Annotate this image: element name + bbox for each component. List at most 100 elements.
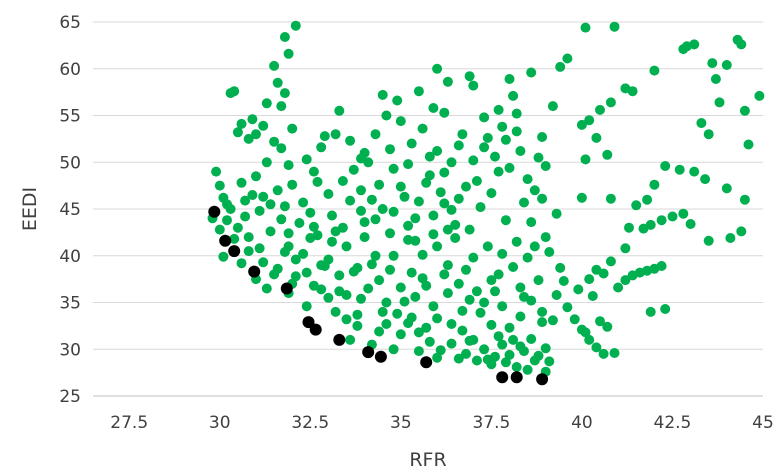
population-point (406, 138, 417, 149)
population-point (446, 204, 457, 215)
population-point (316, 284, 327, 295)
population-point (721, 183, 732, 194)
population-point (366, 194, 377, 205)
front-point (228, 245, 241, 258)
population-point (232, 222, 243, 233)
population-point (341, 241, 352, 252)
population-point (243, 232, 254, 243)
population-point (609, 21, 620, 32)
population-point (500, 215, 511, 226)
population-point (696, 118, 707, 128)
population-point (522, 364, 533, 375)
front-point (248, 265, 261, 278)
population-point (356, 185, 366, 196)
population-point (721, 60, 732, 70)
population-point (243, 246, 254, 257)
population-point (605, 193, 616, 204)
population-point (511, 362, 522, 372)
population-point (493, 331, 504, 342)
population-point (446, 319, 457, 329)
population-point (479, 297, 490, 308)
population-point (294, 218, 305, 228)
y-tick-label: 30 (59, 340, 81, 360)
population-point (685, 219, 696, 229)
population-point (493, 269, 504, 280)
population-point (703, 235, 714, 246)
population-point (551, 290, 562, 300)
population-point (211, 166, 222, 177)
population-point (529, 241, 540, 252)
population-point (308, 221, 319, 232)
population-point (428, 229, 439, 240)
population-point (547, 315, 558, 326)
population-point (515, 341, 526, 352)
population-point (330, 226, 341, 237)
front-point (219, 234, 232, 247)
population-point (279, 88, 290, 99)
y-axis-ticks: 25 30 35 40 45 50 55 60 65 (59, 13, 81, 407)
population-point (511, 108, 522, 119)
population-point (258, 120, 269, 131)
population-point (388, 206, 399, 217)
population-point (544, 247, 555, 257)
population-point (222, 215, 232, 226)
population-point (464, 335, 475, 346)
population-point (261, 157, 272, 168)
population-point (526, 334, 537, 344)
population-point (247, 190, 258, 200)
population-point (620, 243, 631, 254)
population-point (374, 326, 385, 337)
x-tick-label: 45 (752, 413, 774, 433)
population-point (381, 297, 392, 308)
population-point (366, 259, 377, 270)
population-point (620, 275, 631, 286)
population-point (388, 250, 399, 261)
population-point (424, 151, 435, 162)
population-point (421, 280, 432, 291)
front-point (420, 356, 433, 369)
population-point (439, 269, 450, 280)
population-point (486, 188, 497, 199)
population-point (370, 129, 381, 140)
population-point (323, 254, 334, 265)
population-point (395, 116, 406, 127)
population-point (442, 224, 453, 235)
population-point (540, 161, 551, 171)
population-point (508, 262, 519, 272)
y-tick-label: 25 (59, 387, 81, 407)
population-point (265, 226, 276, 237)
population-point (453, 193, 464, 204)
population-point (511, 236, 522, 247)
population-point (352, 262, 363, 273)
population-point (272, 77, 283, 88)
population-point (587, 291, 598, 301)
population-point (584, 334, 595, 345)
population-point (240, 211, 251, 222)
front-point (510, 371, 523, 384)
population-point (370, 250, 381, 261)
population-point (435, 187, 446, 198)
population-point (283, 160, 294, 171)
population-point (710, 74, 721, 84)
y-tick-label: 35 (59, 294, 81, 314)
population-point (432, 313, 443, 324)
population-point (399, 191, 410, 202)
population-point (591, 342, 602, 353)
population-point (421, 177, 432, 188)
population-point (374, 275, 385, 286)
population-point (439, 107, 450, 118)
population-point (254, 205, 265, 216)
population-point (435, 345, 446, 356)
population-point (468, 155, 479, 166)
population-point (689, 39, 700, 50)
population-point (356, 293, 366, 304)
population-point (537, 317, 548, 328)
population-point (279, 247, 290, 257)
population-point (348, 164, 359, 175)
front-point (302, 316, 315, 329)
population-point (410, 213, 421, 224)
population-point (330, 129, 341, 140)
population-point (493, 104, 504, 115)
population-point (645, 306, 656, 317)
